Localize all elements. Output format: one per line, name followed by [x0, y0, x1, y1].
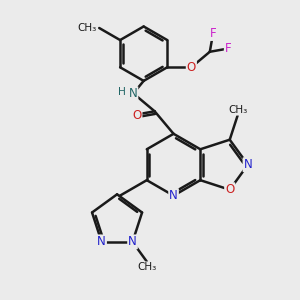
Text: CH₃: CH₃ — [137, 262, 156, 272]
Text: O: O — [132, 109, 142, 122]
Text: N: N — [169, 189, 178, 202]
Text: CH₃: CH₃ — [78, 23, 97, 33]
Text: N: N — [129, 87, 138, 100]
Text: N: N — [244, 158, 252, 171]
Text: O: O — [187, 61, 196, 74]
Text: O: O — [225, 183, 234, 196]
Text: N: N — [128, 236, 137, 248]
Text: H: H — [118, 87, 126, 97]
Text: F: F — [225, 42, 231, 55]
Text: F: F — [210, 27, 216, 40]
Text: CH₃: CH₃ — [228, 105, 247, 115]
Text: N: N — [97, 236, 106, 248]
